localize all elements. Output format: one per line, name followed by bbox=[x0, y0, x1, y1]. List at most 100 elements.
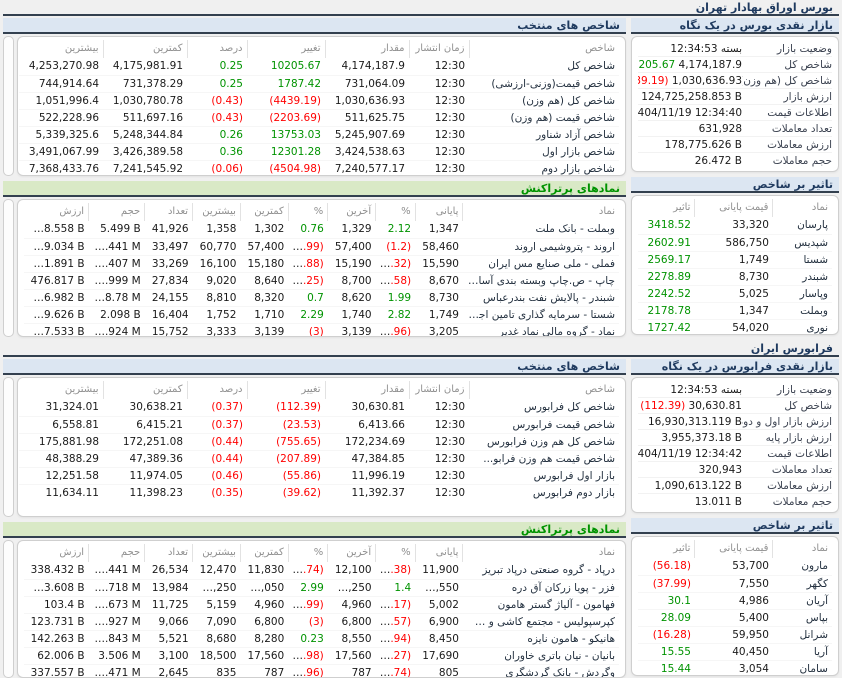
column-header[interactable]: % bbox=[287, 203, 328, 221]
column-header[interactable]: آخرین bbox=[327, 544, 376, 562]
glance-row: وضعیت بازار بسته 12:34:53 bbox=[638, 41, 832, 57]
table-row[interactable]: شاخص قیمت هم وزن فرابو... 12:30 47,384.85(… bbox=[19, 450, 619, 468]
table-row[interactable]: چاپ - ص.چاپ وبسته بندی آسان قزوین8,670(2… bbox=[24, 272, 619, 290]
change-cell: 0.25 bbox=[187, 58, 247, 76]
change-cell: (2203.69) bbox=[247, 109, 325, 127]
column-header[interactable]: کمترین bbox=[102, 381, 187, 399]
column-header[interactable]: حجم bbox=[88, 203, 145, 221]
column-header[interactable]: بیشترین bbox=[64, 43, 99, 54]
column-header[interactable]: قیمت پایانی bbox=[694, 199, 773, 217]
table-row[interactable]: شستا - سرمایه گذاری تامین اجتماعی 1,749 2.… bbox=[24, 306, 619, 324]
table-row[interactable]: شاخص کل فرابورس 12:30 30,630.81 (112.39) (0.… bbox=[19, 399, 619, 417]
table-row[interactable]: آریان 4,986 30.1 bbox=[638, 592, 832, 610]
table-row[interactable]: شاخص قیمت (هم وزن) 12:30 511,625.75 (2203.6… bbox=[19, 109, 619, 127]
column-header[interactable]: ارزش bbox=[59, 547, 85, 558]
table-row[interactable]: بازار دوم فرابورس 12:30 11,392.37 (39.62) (0… bbox=[19, 484, 619, 501]
table-row[interactable]: شاخص قیمت(وزنی-ارزشی) 12:30 731,064.09 1787… bbox=[19, 75, 619, 93]
column-header[interactable]: % bbox=[375, 544, 416, 562]
table-row[interactable]: بازار اول فرابورس 12:30 11,996.19 (55.86) (0… bbox=[19, 467, 619, 485]
value-cell: 3,139 bbox=[254, 325, 285, 337]
column-header[interactable]: تاثیر bbox=[673, 543, 691, 554]
table-row[interactable]: فهامون - آلیاژ گستر هامون 5,002 (2.17) 4,96… bbox=[24, 596, 619, 614]
column-header[interactable]: مقدار bbox=[324, 40, 409, 58]
table-row[interactable]: وگردش - بانک گردشگری 805 (0.74) 787 (2.96) 78… bbox=[24, 664, 619, 677]
table-row[interactable]: سامان 3,054 15.44 bbox=[638, 660, 832, 675]
table-row[interactable]: نماد - گروه مالی نماد غدیر 3,205 (0.96) 3,1… bbox=[24, 323, 619, 337]
column-header[interactable]: کمترین bbox=[239, 544, 289, 562]
table-row[interactable]: شاخص بازار اول 12:30 3,424,538.63 12301.28 0… bbox=[19, 143, 619, 161]
table-row[interactable]: شبندر 8,730 2278.89 bbox=[638, 268, 832, 286]
column-header[interactable]: نماد bbox=[462, 203, 619, 221]
table-row[interactable]: مارون 53,700 (56.18) bbox=[638, 558, 832, 576]
table-row[interactable]: شاخص کل (هم وزن) 12:30 1,030,636.93 (4439.1… bbox=[19, 92, 619, 110]
column-header[interactable]: % bbox=[375, 203, 416, 221]
column-header[interactable]: شاخص bbox=[468, 40, 619, 58]
table-row[interactable]: شستا 1,749 2569.17 bbox=[638, 251, 832, 269]
table-row[interactable]: وبملت 1,347 2178.78 bbox=[638, 302, 832, 320]
table-row[interactable]: فملی - ملی صنایع مس ایران 15,590 (0.32) 15,… bbox=[24, 255, 619, 273]
change-cell: (2.58) bbox=[375, 272, 416, 290]
column-header[interactable]: % bbox=[287, 544, 328, 562]
column-header[interactable]: بیشترین bbox=[64, 384, 99, 395]
column-header[interactable]: بیشترین bbox=[192, 544, 241, 562]
column-header[interactable]: تعداد bbox=[144, 203, 193, 221]
value-cell: 11,996.19 bbox=[325, 467, 409, 485]
table-row[interactable]: نوری 54,020 1727.42 bbox=[638, 319, 832, 334]
table-row[interactable]: فزر - پویا زرکان آق دره 108,550 1.4 110,250… bbox=[24, 579, 619, 597]
table-row[interactable]: شرانل 59,950 (16.28) bbox=[638, 626, 832, 644]
column-header[interactable]: بیشترین bbox=[192, 203, 241, 221]
column-header[interactable]: قیمت پایانی bbox=[694, 540, 773, 558]
table-row[interactable]: بپاس 5,400 28.09 bbox=[638, 609, 832, 627]
column-header[interactable]: پایانی bbox=[414, 203, 463, 221]
column-header[interactable]: تعداد bbox=[144, 544, 193, 562]
table-row[interactable]: شاخص کل هم وزن فرابورس 12:30 172,234.69 (75… bbox=[19, 433, 619, 451]
table-row[interactable]: شاخص آزاد شناور 12:30 5,245,907.69 13753.03… bbox=[19, 126, 619, 144]
column-header[interactable]: نماد bbox=[772, 199, 832, 217]
table-row[interactable]: آریا 40,450 15.55 bbox=[638, 643, 832, 661]
column-header[interactable]: تغییر bbox=[246, 40, 325, 58]
column-header[interactable]: نماد bbox=[772, 540, 832, 558]
vertical-scrollbar[interactable] bbox=[3, 540, 14, 678]
column-header[interactable]: شاخص bbox=[468, 381, 619, 399]
vertical-scrollbar[interactable] bbox=[3, 199, 14, 337]
column-header[interactable]: آخرین bbox=[327, 203, 376, 221]
table-row[interactable]: شپدیس 586,750 2602.91 bbox=[638, 234, 832, 252]
change-cell: 2.82 bbox=[375, 306, 416, 324]
value-cell: 17,560 bbox=[240, 647, 289, 665]
table-row[interactable]: کپرسپولیس - مجتمع کاشی و سنگ پر...6,900(… bbox=[24, 613, 619, 631]
table-row[interactable]: بانیان - نیان باتری خاوران 17,690 (2.27) 17… bbox=[24, 647, 619, 665]
table-row[interactable]: هانیکو - هامون نایزه 8,450 (0.94) 8,550 0.23… bbox=[24, 630, 619, 648]
column-header[interactable]: تغییر bbox=[246, 381, 325, 399]
value-cell: 12,100 bbox=[327, 562, 376, 580]
column-header[interactable]: زمان انتشار bbox=[408, 381, 469, 399]
column-header[interactable]: تاثیر bbox=[673, 202, 691, 213]
table-row[interactable]: شاخص بازار دوم 12:30 7,240,577.17 (4504.98)… bbox=[19, 160, 619, 175]
column-header[interactable]: ارزش bbox=[59, 206, 85, 217]
value-cell: 2.098 B bbox=[88, 306, 145, 324]
change-cell: (112.39) bbox=[247, 399, 325, 417]
change-cell: (39.62) bbox=[282, 486, 321, 499]
table-row[interactable]: اروند - پتروشیمی اروند 58,460 (1.2) 57,400(… bbox=[24, 238, 619, 256]
column-header[interactable]: مقدار bbox=[324, 381, 409, 399]
table-row[interactable]: وبملت - بانک ملت 1,347 2.12 1,329 0.76 1,302 1… bbox=[24, 221, 619, 239]
vertical-scrollbar[interactable] bbox=[3, 377, 14, 517]
table-row[interactable]: شاخص قیمت فرابورس 12:30 6,413.66 (23.53) (0.… bbox=[19, 416, 619, 434]
column-header[interactable]: پایانی bbox=[414, 544, 463, 562]
column-header[interactable]: درصد bbox=[186, 381, 247, 399]
column-header[interactable]: کمترین bbox=[102, 40, 187, 58]
table-row[interactable]: کگهر 7,550 (37.99) bbox=[638, 575, 832, 593]
table-row[interactable]: شبندر - پالایش نفت بندرعباس 8,730 1.99 8,62… bbox=[24, 289, 619, 307]
table-row[interactable]: وپاسار 5,025 2242.52 bbox=[638, 285, 832, 303]
vertical-scrollbar[interactable] bbox=[3, 36, 14, 176]
glance-row: شاخص کل 30,630.81 (112.39) bbox=[638, 398, 832, 414]
column-header[interactable]: درصد bbox=[186, 40, 247, 58]
column-header[interactable]: زمان انتشار bbox=[408, 40, 469, 58]
table-row[interactable]: درپاد - گروه صنعتی درپاد تبریز 11,900 (2.3… bbox=[24, 562, 619, 580]
column-header[interactable]: کمترین bbox=[239, 203, 289, 221]
table-row[interactable]: پارسان 33,320 3418.52 bbox=[638, 217, 832, 235]
symbol-name-cell: بازار اول فرابورس bbox=[469, 467, 619, 485]
table-row[interactable]: شاخص کل 12:30 4,174,187.9 10205.67 0.25 4,175… bbox=[19, 58, 619, 76]
glance-label: ارزش بازار bbox=[783, 90, 832, 103]
column-header[interactable]: حجم bbox=[88, 544, 145, 562]
column-header[interactable]: نماد bbox=[462, 544, 619, 562]
